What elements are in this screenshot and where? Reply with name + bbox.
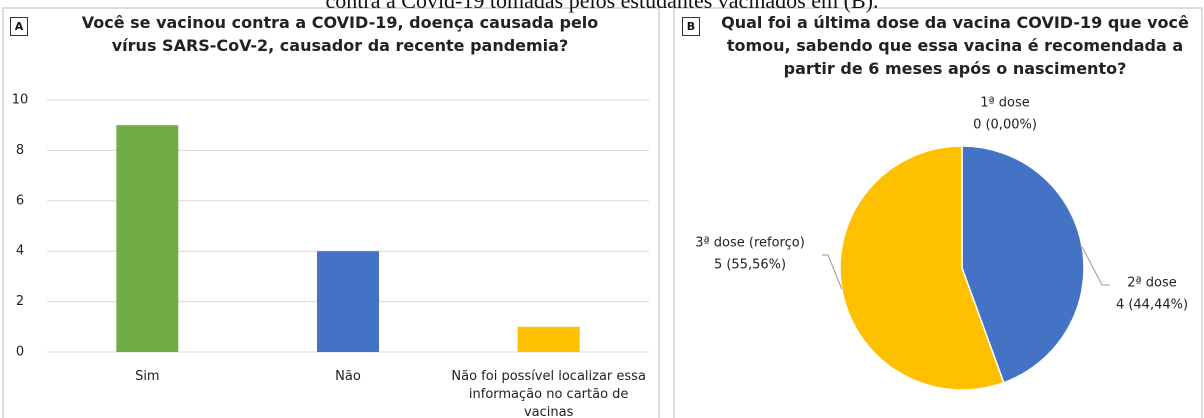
panel-border	[2, 7, 660, 418]
bar	[116, 125, 179, 352]
slice-label: 2ª dose	[1127, 276, 1177, 291]
y-tick-label: 6	[16, 193, 24, 208]
x-tick-label: Sim	[135, 369, 160, 384]
y-tick-label: 0	[16, 345, 24, 360]
leader-line	[822, 254, 843, 290]
panel-label: A	[10, 17, 28, 36]
pie-slice	[961, 145, 1085, 384]
bar	[317, 251, 379, 352]
x-tick-label: Não	[335, 369, 361, 384]
pie-slice	[839, 145, 1005, 391]
panel-label: B	[682, 17, 700, 36]
caption: contra a Covid-19 tomadas pelos estudant…	[325, 0, 879, 13]
value-label: 0 (0,00%)	[973, 118, 1037, 133]
panel-border	[673, 7, 1203, 418]
chart-title: Qual foi a última dose da vacina COVID-1…	[721, 13, 1189, 78]
y-tick-label: 10	[12, 93, 29, 108]
slice-label: 1ª dose	[980, 96, 1030, 111]
value-label: 5 (55,56%)	[714, 258, 786, 273]
x-tick-label: Não foi possível localizar essa informaç…	[451, 369, 646, 418]
value-label: 4 (44,44%)	[1116, 298, 1188, 313]
chart-title: Você se vacinou contra a COVID-19, doenç…	[81, 13, 599, 55]
y-tick-label: 4	[16, 244, 24, 259]
y-tick-label: 8	[16, 143, 24, 158]
bar	[517, 326, 580, 352]
y-tick-label: 2	[16, 294, 24, 309]
leader-line	[1081, 246, 1110, 286]
slice-label: 3ª dose (reforço)	[695, 236, 805, 251]
